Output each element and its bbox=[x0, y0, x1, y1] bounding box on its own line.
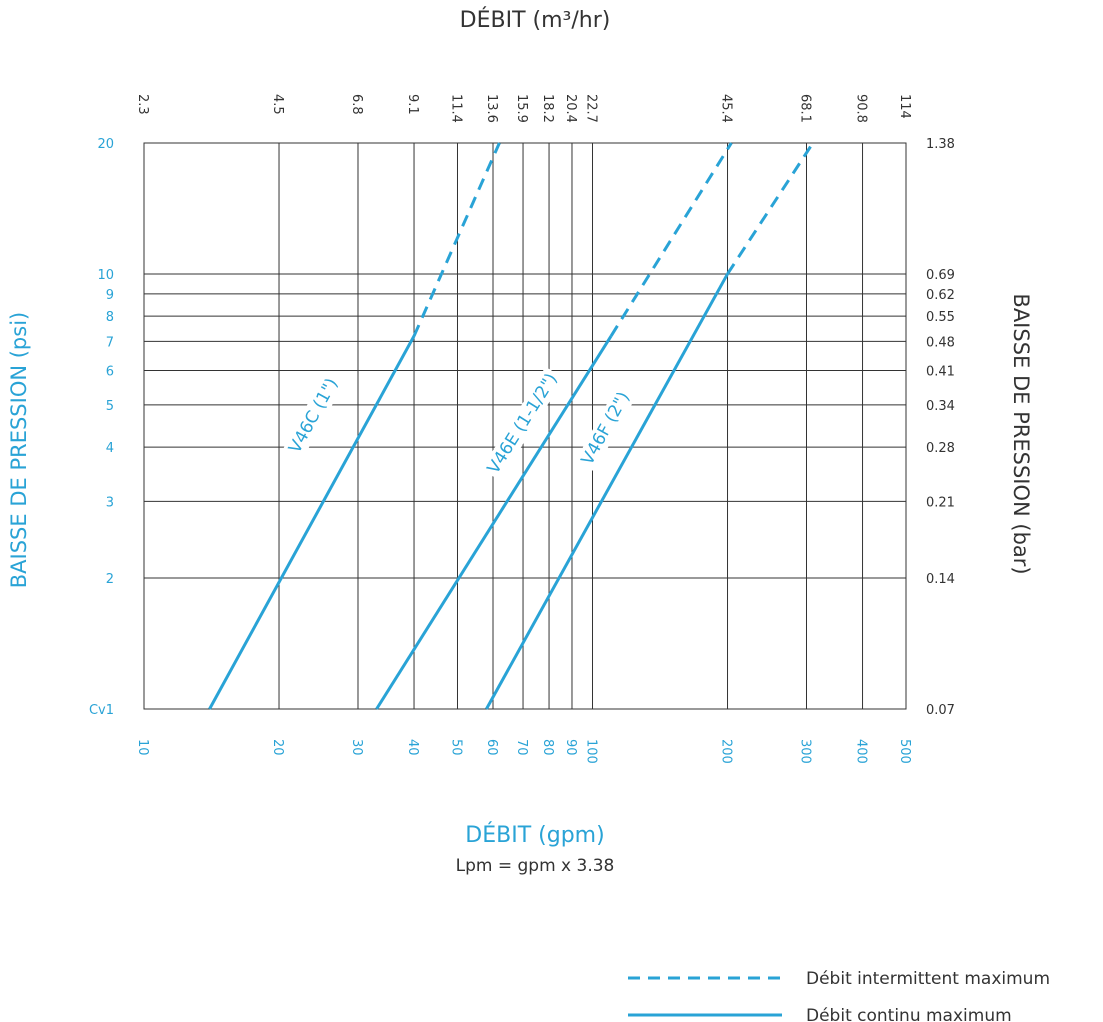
series-label-background bbox=[575, 385, 637, 472]
series-label: V46C (1") bbox=[285, 375, 342, 457]
series-lines bbox=[208, 142, 815, 710]
x-tick-label-gpm: 500 bbox=[897, 739, 912, 764]
x-tick-label-gpm: 50 bbox=[448, 739, 463, 756]
series-line-intermittent bbox=[609, 142, 733, 337]
y-tick-label-bar: 0.55 bbox=[926, 310, 955, 325]
y-tick-label-psi: 4 bbox=[106, 441, 114, 456]
x-tick-label-m3: 22.7 bbox=[584, 94, 599, 123]
x-tick-label-m3: 114 bbox=[897, 94, 912, 119]
legend-solid-label: Débit continu maximum bbox=[806, 1006, 1012, 1022]
left-axis-title: BAISSE DE PRESSION (psi) bbox=[7, 312, 31, 588]
series-line-continuous bbox=[375, 335, 613, 710]
x-tick-label-m3: 2.3 bbox=[135, 94, 150, 115]
y-tick-label-bar: 0.62 bbox=[926, 288, 955, 303]
x-tick-label-m3: 4.5 bbox=[270, 94, 285, 115]
x-tick-label-gpm: 20 bbox=[270, 739, 285, 756]
bottom-axis-title: DÉBIT (gpm) bbox=[465, 822, 604, 848]
x-tick-label-m3: 15.9 bbox=[514, 94, 529, 123]
y-tick-label-psi: 7 bbox=[106, 335, 114, 350]
x-tick-label-m3: 13.6 bbox=[484, 94, 499, 123]
y-tick-label-bar: 0.34 bbox=[926, 399, 955, 414]
x-tick-label-m3: 18.2 bbox=[540, 94, 555, 123]
x-tick-label-gpm: 400 bbox=[854, 739, 869, 764]
x-tick-label-gpm: 40 bbox=[405, 739, 420, 756]
y-tick-label-psi: 2 bbox=[106, 572, 114, 587]
legend: Débit intermittent maximum Débit continu… bbox=[628, 969, 1050, 1022]
y-tick-label-psi: 8 bbox=[106, 310, 114, 325]
series-line-continuous bbox=[208, 335, 416, 710]
x-tick-label-m3: 9.1 bbox=[405, 94, 420, 115]
x-tick-label-gpm: 60 bbox=[484, 739, 499, 756]
series-label-group: V46F (2") bbox=[575, 385, 637, 472]
plot-frame bbox=[143, 142, 907, 710]
x-tick-label-m3: 11.4 bbox=[448, 94, 463, 123]
x-tick-label-m3: 20.4 bbox=[563, 94, 578, 123]
y-tick-label-bar: 0.48 bbox=[926, 335, 955, 350]
y-tick-label-psi: 3 bbox=[106, 495, 114, 510]
y-tick-label-bar: 1.38 bbox=[926, 137, 955, 152]
y-tick-label-psi: Cv1 bbox=[89, 703, 114, 718]
y-tick-label-psi: 5 bbox=[106, 399, 114, 414]
x-tick-label-gpm: 10 bbox=[135, 739, 150, 756]
right-axis-title: BAISSE DE PRESSION (bar) bbox=[1009, 293, 1033, 574]
y-tick-label-bar: 0.07 bbox=[926, 703, 955, 718]
tick-labels: 102.3204.5306.8409.15011.46013.67015.980… bbox=[89, 94, 955, 764]
x-tick-label-gpm: 300 bbox=[797, 739, 812, 764]
y-tick-label-bar: 0.28 bbox=[926, 441, 955, 456]
legend-dashed-label: Débit intermittent maximum bbox=[806, 969, 1050, 989]
x-tick-label-gpm: 80 bbox=[540, 739, 555, 756]
bottom-axis-subtitle: Lpm = gpm x 3.38 bbox=[456, 856, 615, 876]
x-tick-label-gpm: 100 bbox=[584, 739, 599, 764]
series-label-background bbox=[282, 371, 345, 460]
x-tick-label-gpm: 70 bbox=[514, 739, 529, 756]
x-tick-label-m3: 45.4 bbox=[719, 94, 734, 123]
y-tick-label-psi: 6 bbox=[106, 364, 114, 379]
series-line-continuous bbox=[485, 273, 729, 710]
series-line-intermittent bbox=[726, 142, 815, 275]
y-tick-label-bar: 0.41 bbox=[926, 364, 955, 379]
y-tick-label-bar: 0.69 bbox=[926, 268, 955, 283]
series-label-background bbox=[481, 366, 565, 481]
y-tick-label-bar: 0.21 bbox=[926, 495, 955, 510]
grid-lines bbox=[144, 143, 906, 709]
series-labels: V46C (1") V46E (1-1/2") V46F (2") bbox=[282, 366, 637, 481]
y-tick-label-psi: 10 bbox=[97, 268, 114, 283]
y-tick-label-psi: 20 bbox=[97, 137, 114, 152]
x-tick-label-m3: 68.1 bbox=[797, 94, 812, 123]
x-tick-label-gpm: 90 bbox=[563, 739, 578, 756]
x-tick-label-m3: 6.8 bbox=[349, 94, 364, 115]
y-tick-label-bar: 0.14 bbox=[926, 572, 955, 587]
x-tick-label-gpm: 200 bbox=[719, 739, 734, 764]
top-axis-title: DÉBIT (m³/hr) bbox=[460, 7, 611, 33]
series-line-intermittent bbox=[412, 142, 501, 337]
x-tick-label-m3: 90.8 bbox=[854, 94, 869, 123]
x-tick-label-gpm: 30 bbox=[349, 739, 364, 756]
y-tick-label-psi: 9 bbox=[106, 288, 114, 303]
